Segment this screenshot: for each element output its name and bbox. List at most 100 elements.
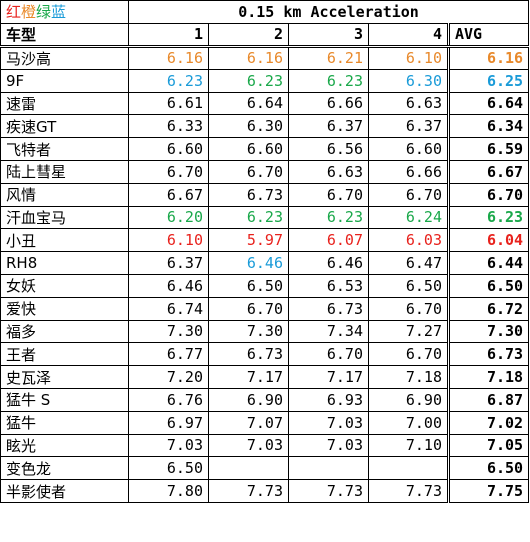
run-time-cell[interactable]: 6.70 (368, 182, 449, 207)
run-time-cell[interactable]: 6.76 (128, 387, 209, 412)
run-time-cell[interactable]: 6.70 (288, 342, 369, 367)
run-time-cell[interactable]: 6.10 (368, 45, 449, 70)
avg-time-cell[interactable]: 6.16 (446, 45, 530, 70)
run-time-cell[interactable]: 6.77 (128, 342, 209, 367)
run-time-cell[interactable]: 6.74 (128, 296, 209, 321)
car-name-cell[interactable]: 陆上彗星 (0, 159, 129, 184)
run-time-cell[interactable]: 6.97 (128, 410, 209, 435)
car-name-cell[interactable]: 风情 (0, 182, 129, 207)
avg-time-cell[interactable]: 6.04 (446, 228, 530, 253)
run-time-cell[interactable]: 6.10 (128, 228, 209, 253)
car-name-cell[interactable]: 飞特者 (0, 137, 129, 161)
run-time-cell[interactable] (288, 456, 369, 481)
header-run-1[interactable]: 1 (128, 22, 209, 48)
run-time-cell[interactable]: 6.63 (368, 91, 449, 116)
run-time-cell[interactable]: 6.30 (208, 114, 289, 139)
avg-time-cell[interactable]: 6.73 (446, 342, 530, 367)
run-time-cell[interactable]: 6.70 (368, 296, 449, 321)
run-time-cell[interactable]: 6.70 (288, 182, 369, 207)
avg-time-cell[interactable]: 7.05 (446, 433, 530, 458)
run-time-cell[interactable]: 6.23 (208, 68, 289, 93)
run-time-cell[interactable]: 7.03 (128, 433, 209, 458)
avg-time-cell[interactable]: 6.25 (446, 68, 530, 93)
run-time-cell[interactable]: 6.70 (208, 296, 289, 321)
run-time-cell[interactable]: 6.46 (128, 273, 209, 298)
avg-time-cell[interactable]: 7.02 (446, 410, 530, 435)
car-name-cell[interactable]: RH8 (0, 251, 129, 275)
run-time-cell[interactable]: 6.50 (128, 456, 209, 481)
avg-time-cell[interactable]: 6.34 (446, 114, 530, 139)
run-time-cell[interactable]: 6.37 (368, 114, 449, 139)
header-name[interactable]: 车型 (0, 22, 129, 48)
avg-time-cell[interactable]: 6.23 (446, 205, 530, 230)
run-time-cell[interactable]: 6.03 (368, 228, 449, 253)
run-time-cell[interactable]: 6.90 (368, 387, 449, 412)
avg-time-cell[interactable]: 7.75 (446, 479, 530, 503)
run-time-cell[interactable]: 6.93 (288, 387, 369, 412)
run-time-cell[interactable]: 7.03 (288, 410, 369, 435)
avg-time-cell[interactable]: 6.64 (446, 91, 530, 116)
run-time-cell[interactable]: 7.10 (368, 433, 449, 458)
run-time-cell[interactable]: 6.46 (208, 251, 289, 275)
run-time-cell[interactable]: 6.70 (368, 342, 449, 367)
run-time-cell[interactable]: 6.23 (208, 205, 289, 230)
run-time-cell[interactable]: 7.73 (288, 479, 369, 503)
run-time-cell[interactable]: 6.67 (128, 182, 209, 207)
run-time-cell[interactable]: 6.20 (128, 205, 209, 230)
run-time-cell[interactable]: 6.50 (208, 273, 289, 298)
run-time-cell[interactable]: 7.17 (208, 365, 289, 389)
avg-time-cell[interactable]: 6.70 (446, 182, 530, 207)
run-time-cell[interactable]: 6.23 (288, 68, 369, 93)
run-time-cell[interactable]: 6.07 (288, 228, 369, 253)
run-time-cell[interactable]: 6.37 (128, 251, 209, 275)
run-time-cell[interactable]: 6.66 (368, 159, 449, 184)
car-name-cell[interactable]: 马沙高 (0, 45, 129, 70)
header-avg[interactable]: AVG (446, 22, 530, 48)
avg-time-cell[interactable]: 6.59 (446, 137, 530, 161)
car-name-cell[interactable]: 猛牛 (0, 410, 129, 435)
avg-time-cell[interactable]: 6.50 (446, 456, 530, 481)
run-time-cell[interactable] (368, 456, 449, 481)
run-time-cell[interactable]: 7.30 (208, 319, 289, 344)
run-time-cell[interactable]: 5.97 (208, 228, 289, 253)
avg-time-cell[interactable]: 6.67 (446, 159, 530, 184)
run-time-cell[interactable]: 7.73 (368, 479, 449, 503)
run-time-cell[interactable]: 6.23 (288, 205, 369, 230)
run-time-cell[interactable]: 6.37 (288, 114, 369, 139)
run-time-cell[interactable]: 7.03 (288, 433, 369, 458)
run-time-cell[interactable]: 6.46 (288, 251, 369, 275)
run-time-cell[interactable]: 7.20 (128, 365, 209, 389)
avg-time-cell[interactable]: 6.87 (446, 387, 530, 412)
run-time-cell[interactable] (208, 456, 289, 481)
avg-time-cell[interactable]: 6.44 (446, 251, 530, 275)
run-time-cell[interactable]: 6.73 (208, 182, 289, 207)
run-time-cell[interactable]: 6.23 (128, 68, 209, 93)
run-time-cell[interactable]: 7.07 (208, 410, 289, 435)
car-name-cell[interactable]: 眩光 (0, 433, 129, 458)
run-time-cell[interactable]: 6.90 (208, 387, 289, 412)
run-time-cell[interactable]: 7.17 (288, 365, 369, 389)
run-time-cell[interactable]: 6.64 (208, 91, 289, 116)
avg-time-cell[interactable]: 6.50 (446, 273, 530, 298)
header-run-2[interactable]: 2 (208, 22, 289, 48)
run-time-cell[interactable]: 6.63 (288, 159, 369, 184)
color-legend-cell[interactable]: 红橙绿蓝 (0, 0, 129, 24)
run-time-cell[interactable]: 6.30 (368, 68, 449, 93)
run-time-cell[interactable]: 6.50 (368, 273, 449, 298)
run-time-cell[interactable]: 6.66 (288, 91, 369, 116)
run-time-cell[interactable]: 6.70 (208, 159, 289, 184)
run-time-cell[interactable]: 7.00 (368, 410, 449, 435)
sheet-title[interactable]: 0.15 km Acceleration (127, 0, 530, 24)
run-time-cell[interactable]: 6.16 (208, 45, 289, 70)
run-time-cell[interactable]: 6.61 (128, 91, 209, 116)
run-time-cell[interactable]: 7.27 (368, 319, 449, 344)
run-time-cell[interactable]: 7.73 (208, 479, 289, 503)
car-name-cell[interactable]: 9F (0, 68, 129, 93)
car-name-cell[interactable]: 福多 (0, 319, 129, 344)
car-name-cell[interactable]: 史瓦泽 (0, 365, 129, 389)
car-name-cell[interactable]: 速雷 (0, 91, 129, 116)
avg-time-cell[interactable]: 6.72 (446, 296, 530, 321)
run-time-cell[interactable]: 6.60 (128, 137, 209, 161)
car-name-cell[interactable]: 疾速GT (0, 114, 129, 139)
run-time-cell[interactable]: 6.53 (288, 273, 369, 298)
